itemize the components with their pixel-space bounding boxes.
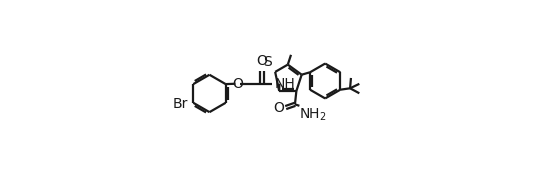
Text: NH: NH: [275, 77, 296, 91]
Text: O: O: [274, 101, 284, 116]
Text: NH$_2$: NH$_2$: [299, 106, 327, 123]
Text: S: S: [263, 55, 272, 69]
Text: O: O: [232, 77, 243, 91]
Text: Br: Br: [173, 97, 188, 111]
Text: O: O: [256, 54, 267, 68]
